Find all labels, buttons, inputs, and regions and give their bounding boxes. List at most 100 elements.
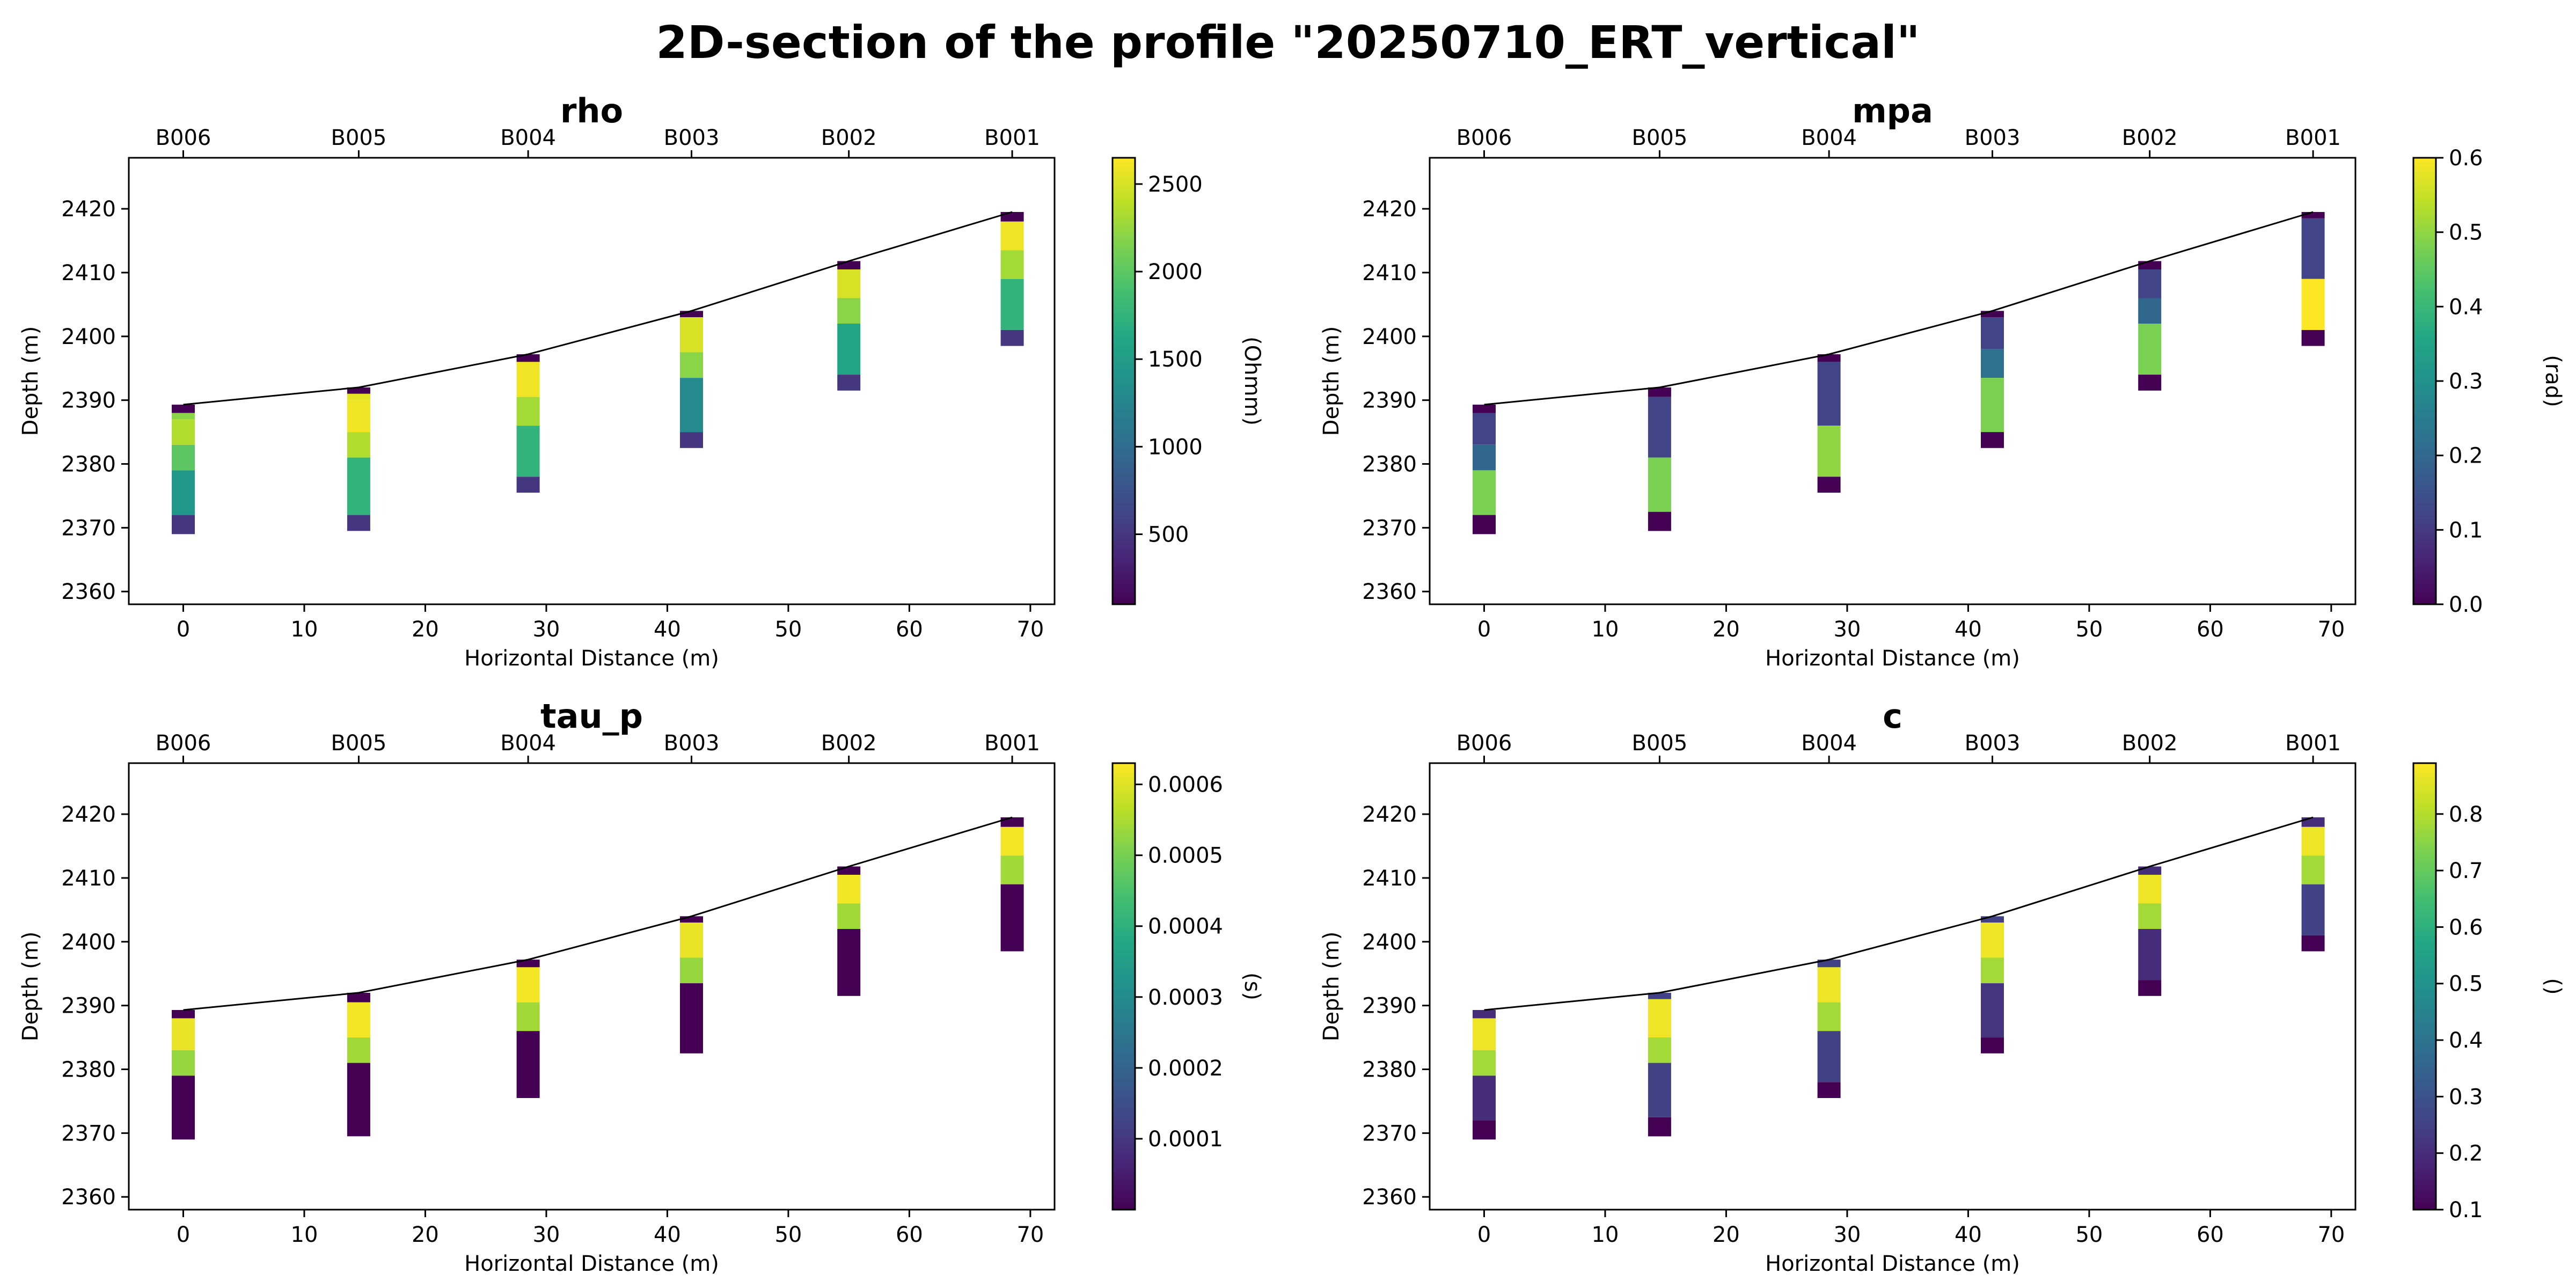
cell-B002-3: [837, 929, 861, 996]
cell-B005-4: [1648, 1117, 1671, 1137]
cell-B004-2: [1817, 426, 1841, 477]
x-tick-label: 30: [1833, 1223, 1861, 1247]
colorbar: [2413, 763, 2436, 1210]
colorbar-label: (s): [1240, 972, 1264, 1000]
cell-B006-1: [172, 1018, 195, 1050]
cell-B001-3: [2301, 884, 2325, 935]
surface-line: [1484, 816, 2314, 1011]
cell-B006-0: [1473, 405, 1496, 413]
colorbar-frame: [2412, 762, 2437, 1211]
y-tick-label: 2410: [61, 261, 116, 286]
cell-B002-0: [2138, 866, 2162, 875]
cell-B006-3: [1473, 470, 1496, 515]
cell-B002-4: [2138, 980, 2162, 996]
y-axis-label: Depth (m): [18, 326, 43, 436]
cell-B004-2: [516, 1002, 540, 1031]
y-tick-label: 2370: [1362, 1121, 1417, 1146]
cell-B005-1: [347, 1002, 370, 1038]
cell-B004-3: [1817, 1031, 1841, 1082]
borehole-label: B004: [1801, 731, 1857, 756]
cell-B001-3: [1000, 279, 1024, 330]
cell-B005-0: [1648, 387, 1671, 397]
colorbar-tick-label: 0.4: [2449, 295, 2483, 319]
cell-B002-3: [2138, 324, 2162, 375]
y-tick-label: 2380: [61, 1058, 116, 1082]
cell-B004-1: [516, 967, 540, 1002]
x-tick-label: 20: [412, 1223, 439, 1247]
cell-B006-2: [172, 1050, 195, 1076]
x-tick-label: 70: [1016, 1223, 1044, 1247]
y-tick-label: 2360: [61, 1185, 116, 1210]
cell-B005-1: [1648, 397, 1671, 458]
borehole-label: B002: [2122, 126, 2178, 150]
cell-B006-4: [1473, 515, 1496, 535]
cell-B003-1: [1981, 923, 2004, 958]
cell-B002-2: [837, 298, 861, 324]
cell-B006-4: [172, 470, 195, 515]
cell-B005-1: [1648, 999, 1671, 1038]
cell-B006-0: [172, 1010, 195, 1019]
cell-B005-2: [347, 1037, 370, 1063]
cell-B003-0: [1981, 311, 2004, 318]
cell-B003-3: [680, 983, 703, 1053]
colorbar-tick-label: 0.2: [2449, 444, 2483, 469]
y-tick-label: 2380: [1362, 1058, 1417, 1082]
colorbar-tick-label: 0.0006: [1148, 773, 1223, 797]
colorbar-label: (Ohmm): [1240, 336, 1264, 426]
y-tick-label: 2360: [61, 580, 116, 604]
axes-frame: [1429, 157, 2357, 605]
cell-B001-0: [1000, 817, 1024, 827]
x-tick-label: 70: [2317, 1223, 2345, 1247]
cell-B001-0: [1000, 212, 1024, 222]
cell-B006-1: [1473, 1018, 1496, 1050]
borehole-label: B004: [1801, 126, 1857, 150]
panel-c: 0 10 20 30 40 50 60 70 2360 2370 2380 2390 2400 2410 2…: [1319, 697, 2565, 1276]
x-tick-label: 50: [2075, 617, 2103, 642]
cell-B001-4: [2301, 935, 2325, 952]
x-tick-label: 40: [654, 1223, 681, 1247]
cell-B002-3: [2138, 929, 2162, 980]
cell-B004-3: [516, 1031, 540, 1098]
borehole-label: B002: [821, 731, 877, 756]
cell-B002-2: [837, 903, 861, 929]
y-tick-label: 2400: [1362, 930, 1417, 955]
cell-B004-4: [1817, 1082, 1841, 1098]
panel-mpa: 0 10 20 30 40 50 60 70 2360 2370 2380 2390 2400 2410 2…: [1319, 91, 2565, 671]
cell-B003-4: [1981, 432, 2004, 448]
cell-B002-1: [2138, 875, 2162, 904]
cell-B005-1: [347, 393, 370, 400]
x-tick-label: 10: [1592, 1223, 1619, 1247]
figure-title: 2D-section of the profile "20250710_ERT_…: [656, 16, 1920, 69]
x-tick-label: 30: [1833, 617, 1861, 642]
cell-B003-3: [1981, 378, 2004, 433]
y-tick-label: 2390: [1362, 994, 1417, 1019]
cell-B003-2: [680, 352, 703, 378]
borehole-label: B006: [156, 126, 211, 150]
cell-B005-3: [1648, 511, 1671, 531]
borehole-label: B003: [1965, 126, 2021, 150]
cell-B003-2: [680, 957, 703, 983]
colorbar: [2413, 158, 2436, 604]
x-tick-label: 70: [2317, 617, 2345, 642]
borehole-label: B005: [331, 126, 387, 150]
colorbar-tick-label: 0.0002: [1148, 1056, 1223, 1081]
y-tick-label: 2420: [61, 197, 116, 222]
cell-B002-4: [837, 375, 861, 391]
y-tick-label: 2370: [61, 1121, 116, 1146]
cell-B006-3: [172, 444, 195, 471]
cell-B005-0: [347, 992, 370, 1002]
cell-B006-0: [1473, 1010, 1496, 1019]
colorbar: [1113, 763, 1135, 1210]
y-tick-label: 2400: [1362, 325, 1417, 349]
x-tick-label: 10: [1592, 617, 1619, 642]
panel-title: tau_p: [540, 697, 643, 736]
x-tick-label: 0: [177, 1223, 190, 1247]
x-tick-label: 0: [177, 617, 190, 642]
x-axis-label: Horizontal Distance (m): [1765, 646, 2020, 671]
colorbar-tick-label: 500: [1148, 522, 1189, 547]
colorbar-label: (rad): [2541, 355, 2565, 407]
cell-B006-3: [172, 1075, 195, 1140]
borehole-label: B001: [984, 731, 1040, 756]
colorbar-tick-label: 1000: [1148, 435, 1203, 459]
x-tick-label: 30: [532, 617, 560, 642]
